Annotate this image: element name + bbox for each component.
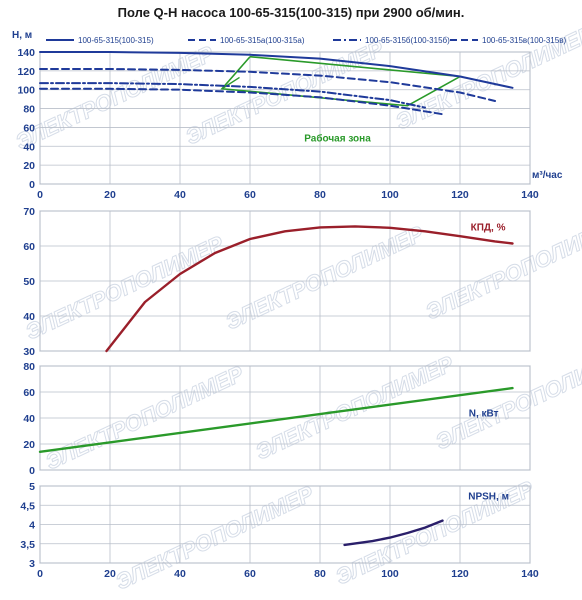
x-tick-label: 40 <box>174 189 186 201</box>
x-tick-label: 0 <box>37 189 43 201</box>
y-tick-label: 5 <box>29 481 35 493</box>
y-tick-label: 3,5 <box>20 539 35 551</box>
y-tick-label: 80 <box>23 104 35 116</box>
y-tick-label: 4 <box>29 520 35 532</box>
panel-eff: 30 40 50 60 70 КПД, % <box>23 206 531 358</box>
y-tick-label: 20 <box>23 439 35 451</box>
y-tick-label: 60 <box>23 387 35 399</box>
x-tick-label: 0 <box>37 568 43 580</box>
watermark-text: ЭЛЕКТРОПОЛИМЕР <box>112 481 318 595</box>
series-line-qh-0 <box>39 51 514 89</box>
x-tick-label: 140 <box>521 568 539 580</box>
y-tick-label: 60 <box>23 122 35 134</box>
panel-npsh: 3 3,5 4 4,5 5 0 20 40 60 80 100 120 140 NPSH, м <box>20 481 539 580</box>
y-tick-label: 100 <box>17 85 35 97</box>
series-line-power-0 <box>38 386 514 453</box>
x-tick-label: 20 <box>104 189 116 201</box>
x-tick-label: 20 <box>104 568 116 580</box>
y-tick-label: 40 <box>23 311 35 323</box>
chart-title: Поле Q-H насоса 100-65-315(100-315) при … <box>117 5 465 20</box>
series-line-npsh-0 <box>343 519 444 547</box>
annotation-npsh: NPSH, м <box>468 491 509 502</box>
x-tick-label: 100 <box>381 189 399 201</box>
y-tick-label: 140 <box>17 47 35 59</box>
y-tick-label: 80 <box>23 361 35 373</box>
y-tick-label: 40 <box>23 141 35 153</box>
x-tick-label: 140 <box>521 189 539 201</box>
x-tick-label: 120 <box>451 189 469 201</box>
annotation-power: N, кВт <box>469 409 499 420</box>
annotation-qh: Рабочая зона <box>304 133 371 145</box>
legend-entry: 100-65-315а(100-315а) <box>220 36 305 45</box>
y-tick-label: 70 <box>23 206 35 218</box>
x-tick-label: 60 <box>244 568 256 580</box>
x-tick-label: 60 <box>244 189 256 201</box>
work-zone-arrow <box>221 76 240 90</box>
watermark-text: ЭЛЕКТРОПОЛИМЕР <box>252 351 458 465</box>
y-tick-label: 60 <box>23 241 35 253</box>
series-line-qh-3 <box>39 87 444 116</box>
plot-frame <box>39 51 531 185</box>
panel-qh: 0 20 40 60 80 100 120 140 0 20 40 60 80 100 120 140 H, м… <box>12 30 566 201</box>
legend-entry: 100-65-315в(100-315в) <box>482 36 566 45</box>
legend-entry: 100-65-315(100-315) <box>78 36 154 45</box>
x-tick-label: 40 <box>174 568 186 580</box>
x-tick-label: 80 <box>314 568 326 580</box>
y-tick-label: 20 <box>23 160 35 172</box>
y-axis-label: H, м <box>12 30 32 41</box>
x-tick-label: 100 <box>381 568 399 580</box>
annotation-eff: КПД, % <box>471 222 506 233</box>
series-line-qh-2 <box>39 82 426 109</box>
x-tick-label: 120 <box>451 568 469 580</box>
series-line-qh-1 <box>39 68 496 102</box>
watermark-text: ЭЛЕКТРОПОЛИМЕР <box>432 341 582 455</box>
y-tick-label: 0 <box>29 465 35 477</box>
x-axis-label: м³/час <box>532 170 563 181</box>
y-tick-label: 30 <box>23 346 35 358</box>
x-tick-label: 80 <box>314 189 326 201</box>
y-tick-label: 4,5 <box>20 500 35 512</box>
y-tick-label: 50 <box>23 276 35 288</box>
y-tick-label: 0 <box>29 179 35 191</box>
y-tick-label: 40 <box>23 413 35 425</box>
work-zone-outline <box>220 55 463 107</box>
y-tick-label: 120 <box>17 66 35 78</box>
panel-power: 0 20 40 60 80 N, кВт <box>23 361 531 477</box>
y-tick-label: 3 <box>29 558 35 570</box>
legend-entry: 100-65-315б(100-315б) <box>365 36 450 45</box>
